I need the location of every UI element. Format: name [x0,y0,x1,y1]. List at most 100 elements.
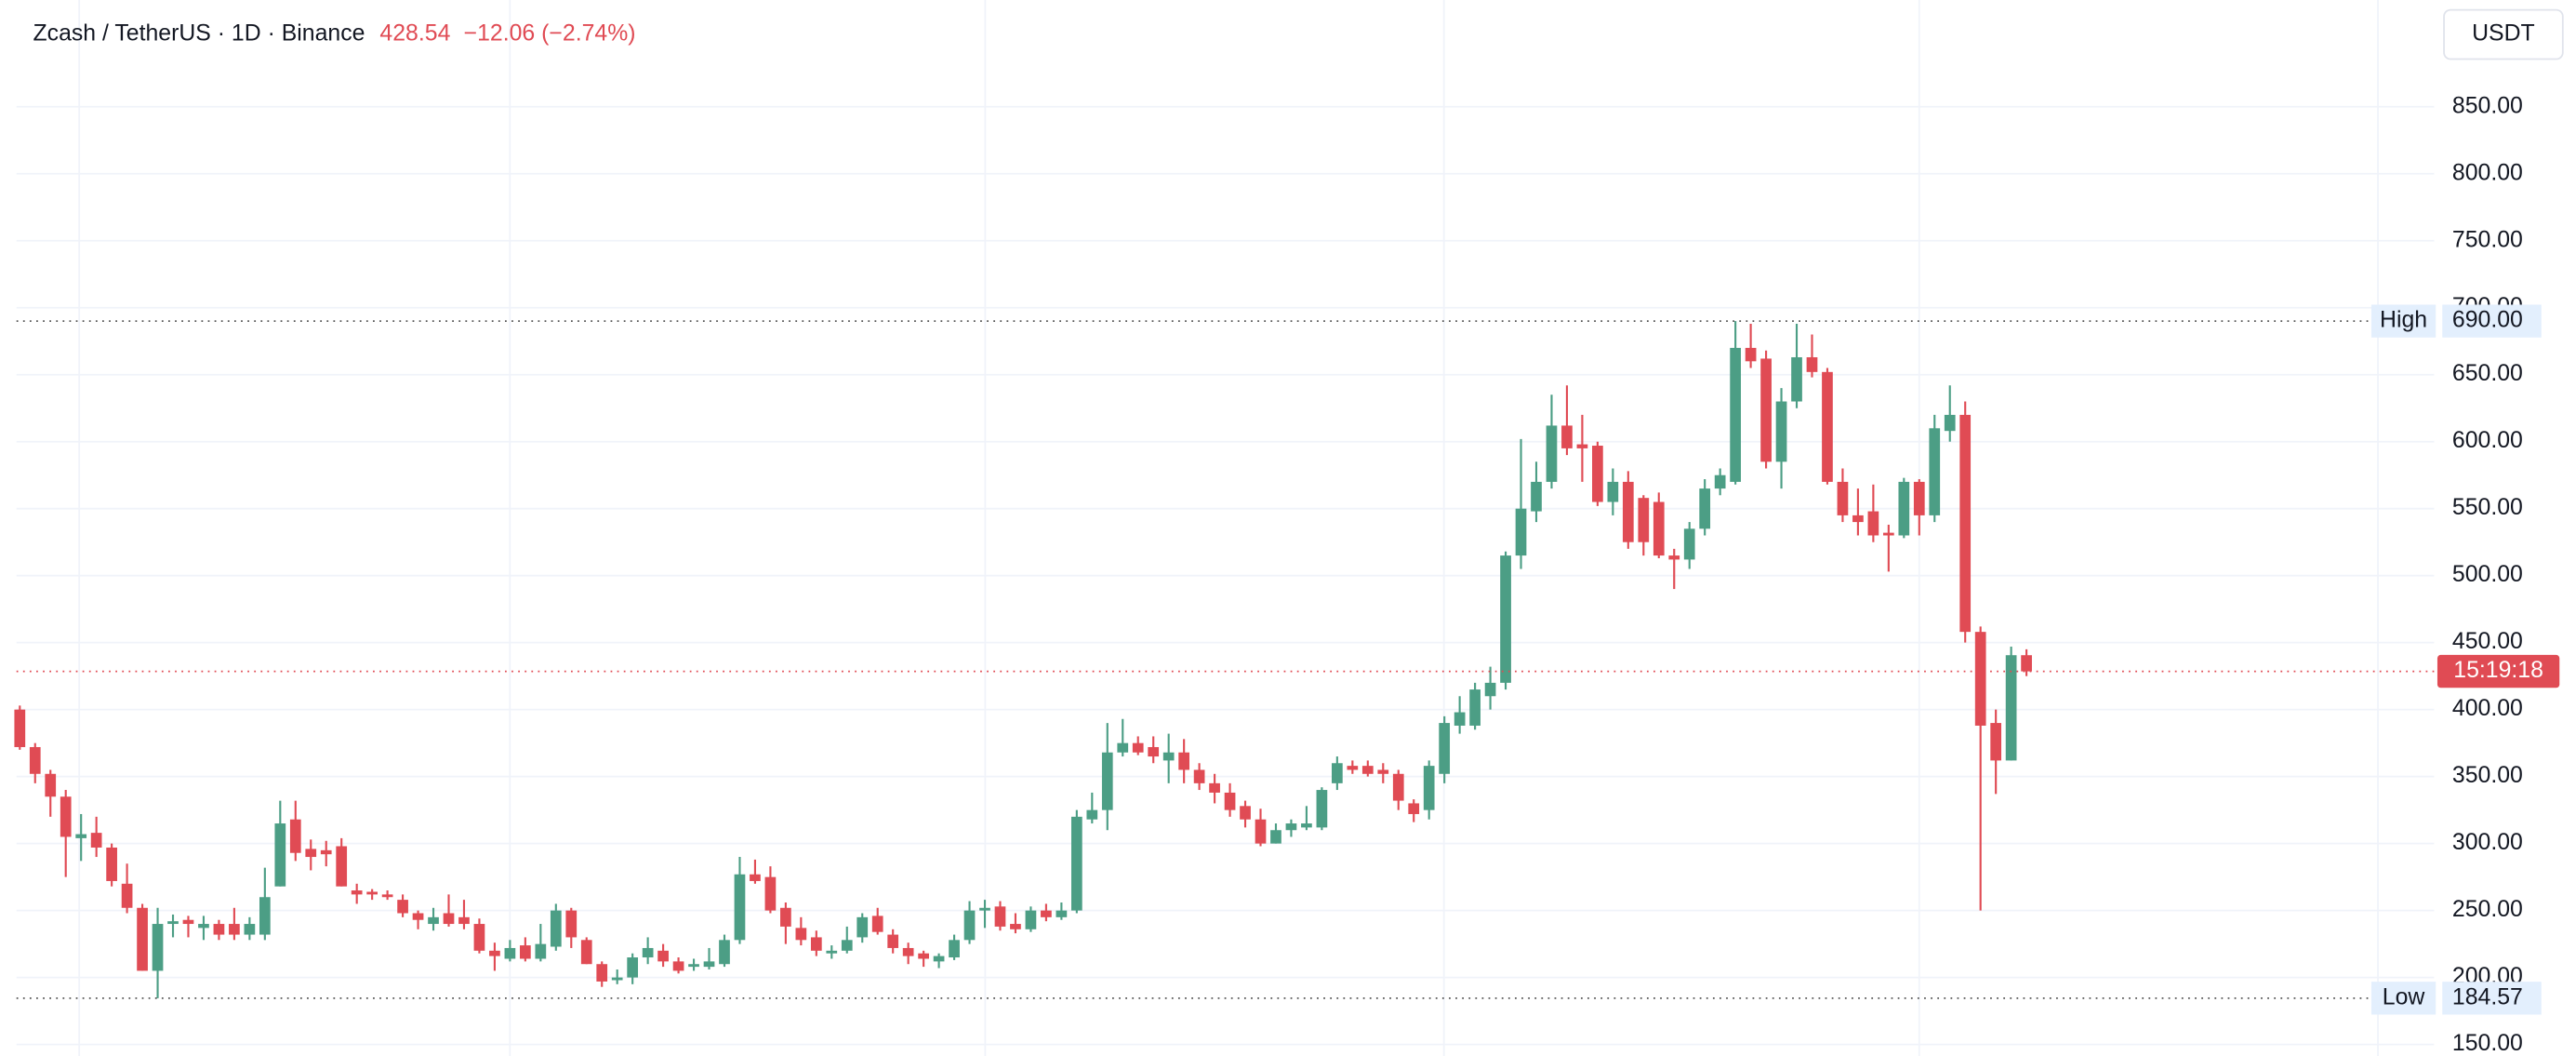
candle-body [90,833,102,848]
candle-body [841,940,853,951]
candle-body [1944,414,1956,432]
candle-body [29,746,41,774]
candle-body [1683,528,1695,560]
candle-body [1974,632,1986,726]
candle-body [45,773,57,797]
candle-body [1990,723,2002,761]
candle-body [14,709,26,747]
candle-body [1592,446,1603,502]
candle-body [1408,803,1420,814]
candle-body [596,964,608,982]
currency-label[interactable]: USDT [2472,21,2535,47]
candle-body [1361,766,1374,774]
candle-body [213,924,225,935]
candle-body [1760,358,1772,462]
currency-button[interactable] [2443,8,2564,60]
candle-body [611,977,623,981]
price-change: −12.06 (−2.74%) [464,21,636,47]
candle-body [152,924,164,971]
candle-body [1822,371,1833,482]
y-tick-label: 650.00 [2452,361,2523,386]
candle-body [780,907,791,927]
last-price: 428.54 [379,21,450,47]
y-tick-label: 400.00 [2452,696,2523,721]
candle-body [1929,428,1941,515]
candle-body [1913,481,1925,515]
candle-body [397,900,408,914]
candle-body [1285,823,1297,831]
candle-body [381,894,393,898]
candle-body [1959,414,1972,633]
candle-body [565,910,578,938]
candle-body [887,934,899,948]
overlay: High 690.00 Low 184.57 15:19:18 [16,304,2560,1015]
candle-body [627,957,639,978]
candle-body [918,953,929,959]
candle-body [1775,401,1787,462]
countdown-bg [2437,654,2560,688]
candle-body [2021,655,2032,672]
y-tick-label: 600.00 [2452,428,2523,453]
candle-body [672,961,684,971]
candle-body [535,943,547,959]
candle-body [688,964,699,968]
candle-body [963,910,976,941]
candle-body [137,907,148,971]
candle-body [1270,830,1281,844]
candle-body [1806,356,1818,372]
candle-body [1607,481,1619,502]
candle-body [274,823,286,887]
candle-body [1070,816,1082,911]
candles [14,321,2032,998]
candle-body [428,916,439,925]
candle-body [1730,347,1741,482]
candle-body [305,849,317,858]
candle-body [750,874,761,881]
y-tick-label: 150.00 [2452,1031,2523,1056]
candle-body [1209,782,1220,793]
candle-body [504,947,516,959]
candle-body [1423,766,1435,810]
candle-body [289,819,301,853]
y-tick-label: 850.00 [2452,93,2523,118]
candle-body [856,916,869,938]
candle-body [1469,689,1481,726]
candle-body [764,876,777,911]
candle-body [1010,924,1021,929]
marker-value: 184.57 [2452,984,2523,1009]
candle-body [1454,712,1466,726]
candle-body [106,847,117,881]
candle-body [1193,769,1205,783]
candle-body [1117,742,1129,753]
candle-body [795,928,807,941]
candle-body [259,897,271,935]
candle-body [949,940,960,958]
candle-body [1653,501,1665,556]
candle-body [1316,790,1328,828]
time-grid [78,0,2379,1056]
candle-body [1101,752,1113,810]
candle-body [1056,910,1068,917]
candle-body [1439,723,1451,774]
marker-text-bg [2370,304,2437,338]
candle-body [1699,488,1711,529]
candle-body [994,906,1006,927]
marker-value: 690.00 [2452,308,2523,333]
y-tick-label: 550.00 [2452,495,2523,520]
y-tick-label: 800.00 [2452,160,2523,185]
candle-body [550,910,562,947]
candle-body [1882,532,1894,536]
candle-body [121,883,133,908]
candle-body [351,890,363,895]
countdown: 15:19:18 [2453,658,2543,683]
candle-body [1255,819,1267,844]
candle-body [244,924,256,935]
candle-body [1178,752,1190,770]
candle-body [1531,481,1542,512]
candle-body [75,834,87,838]
candle-body [826,950,838,954]
candle-body [1561,425,1573,448]
candle-body [933,956,945,962]
marker-text-bg [2370,982,2437,1015]
y-tick-label: 350.00 [2452,763,2523,788]
